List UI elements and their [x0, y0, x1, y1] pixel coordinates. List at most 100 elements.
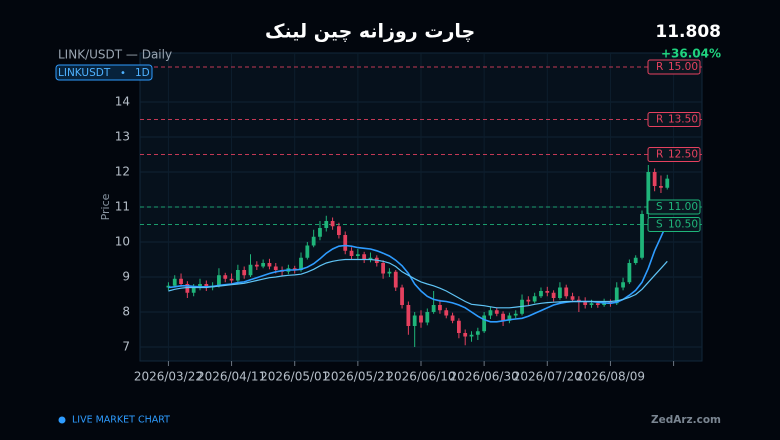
live-dot: [58, 416, 66, 424]
candle-body: [501, 313, 505, 321]
y-tick-label: 9: [122, 270, 130, 284]
subtitle: LINK/USDT — Daily: [58, 48, 172, 62]
candle-body: [456, 320, 461, 333]
candle-body: [652, 172, 657, 186]
level-label: 11.00: [668, 201, 698, 213]
candle-body: [640, 214, 644, 258]
candle-body: [608, 301, 613, 304]
candle-body: [469, 334, 474, 337]
badge-symbol: LINKUSDT: [58, 67, 111, 79]
candle-body: [406, 305, 411, 326]
candle-body: [488, 310, 493, 316]
candle-body: [223, 275, 228, 279]
candle-body: [589, 303, 594, 305]
y-axis-label: Price: [99, 193, 112, 220]
x-tick-label: 2026/07/20: [513, 370, 582, 384]
level-kind: S: [656, 219, 663, 231]
x-tick-label: 2026/06/30: [450, 370, 519, 384]
candle-body: [450, 315, 455, 321]
footer-live: LIVE MARKET CHART: [72, 415, 170, 426]
y-tick-label: 12: [115, 165, 130, 179]
candle-body: [494, 310, 499, 314]
candle-body: [551, 292, 556, 298]
candle-body: [614, 287, 619, 304]
candle-body: [229, 278, 234, 281]
level-label: 10.50: [668, 219, 698, 231]
level-badge: [647, 199, 701, 215]
candle-body: [305, 245, 310, 258]
candle-body: [179, 278, 183, 284]
y-tick-label: 7: [122, 340, 130, 354]
candle-body: [627, 263, 632, 283]
candle-body: [532, 296, 537, 302]
candle-body: [412, 315, 417, 326]
level-badge: [647, 112, 701, 127]
candle-body: [526, 299, 531, 302]
candle-body: [545, 291, 550, 293]
badge-interval: 1D: [135, 67, 150, 79]
candle-body: [558, 287, 562, 298]
price: 11.808: [655, 22, 721, 42]
candle-body: [273, 266, 278, 270]
candle-body: [381, 263, 386, 274]
x-tick-label: 2026/06/10: [386, 370, 455, 384]
candle-body: [463, 333, 468, 337]
y-tick-label: 10: [115, 235, 130, 249]
candle-body: [665, 178, 670, 188]
candle-body: [343, 235, 348, 251]
candle-body: [621, 282, 625, 288]
x-tick-label: 2026/03/22: [134, 370, 203, 384]
candle-body: [299, 257, 303, 270]
candle-body: [431, 305, 436, 312]
candle-body: [513, 313, 518, 316]
badge: [55, 64, 153, 81]
change: +36.04%: [661, 47, 721, 61]
level-label: 12.50: [668, 149, 698, 161]
candle-body: [318, 228, 322, 237]
candle-body: [355, 254, 360, 256]
candle-body: [419, 315, 423, 323]
level-badge: [647, 59, 701, 75]
candle-body: [311, 236, 316, 246]
candle-body: [570, 296, 575, 300]
candle-body: [507, 315, 512, 321]
title: چارت روزانه چین لینک: [265, 21, 475, 43]
candle-body: [349, 250, 354, 256]
candle-body: [191, 287, 196, 293]
candle-body: [267, 263, 272, 267]
candle-body: [330, 221, 335, 227]
level-kind: R: [656, 149, 663, 161]
candle-body: [324, 221, 329, 228]
candle-body: [595, 303, 600, 305]
level-label: 13.50: [668, 114, 698, 126]
level-label: 15.00: [668, 61, 698, 73]
candle-body: [204, 284, 209, 288]
candle-body: [166, 285, 171, 288]
candle-body: [337, 226, 341, 235]
candle-body: [438, 305, 442, 311]
candle-body: [198, 284, 202, 288]
y-tick-label: 11: [115, 200, 130, 214]
candle-body: [564, 287, 569, 297]
candle-body: [583, 301, 588, 305]
level-badge: [647, 147, 701, 162]
candle-body: [254, 264, 259, 267]
badge-dot: •: [120, 68, 126, 79]
candle-body: [400, 287, 404, 305]
candle-body: [248, 264, 253, 276]
level-kind: R: [656, 61, 663, 73]
candle-body: [217, 275, 221, 286]
y-tick-label: 8: [122, 305, 130, 319]
candle-body: [444, 310, 449, 316]
level-kind: R: [656, 114, 663, 126]
footer-brand: ZedArz.com: [651, 414, 721, 426]
candle-body: [482, 315, 487, 332]
candle-body: [242, 270, 247, 276]
candle-body: [659, 186, 663, 188]
candle-body: [235, 270, 240, 281]
y-tick-label: 14: [115, 95, 130, 109]
candle-body: [539, 291, 543, 297]
candle-body: [387, 271, 392, 274]
